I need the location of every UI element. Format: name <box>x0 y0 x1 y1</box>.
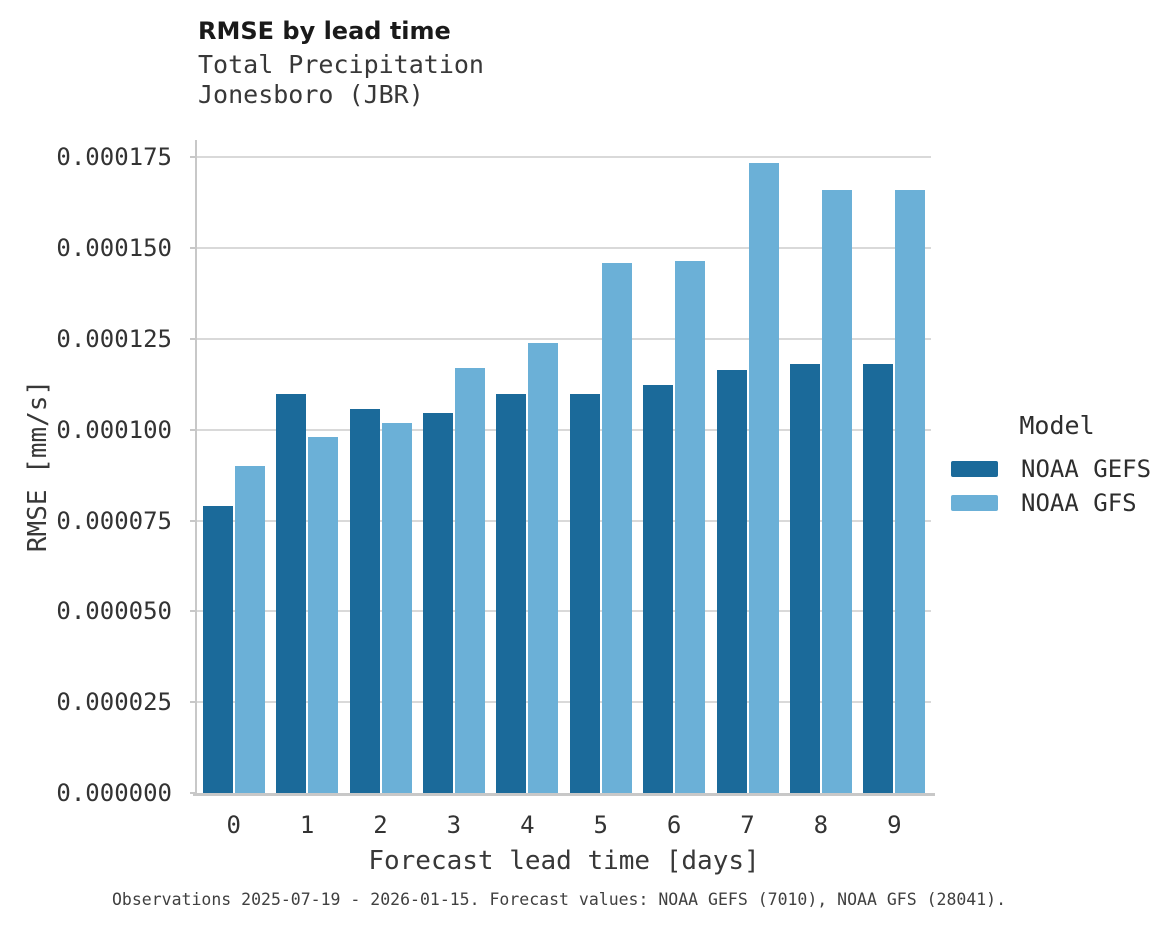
bar-noaa-gefs-lead-7 <box>716 370 747 793</box>
x-tick-label-4: 4 <box>520 811 535 839</box>
plot-area <box>197 140 931 793</box>
x-tick-label-9: 9 <box>887 811 902 839</box>
y-axis-spine <box>195 140 197 796</box>
x-tick-label-0: 0 <box>226 811 241 839</box>
legend-label: NOAA GEFS <box>1021 455 1152 483</box>
bar-noaa-gefs-lead-1 <box>276 394 307 793</box>
y-tick-label: 0.000125 <box>56 325 172 354</box>
chart-subtitle: Total Precipitation Jonesboro (JBR) <box>198 50 484 110</box>
gridline-y-0.000100 <box>197 428 931 431</box>
bar-noaa-gefs-lead-5 <box>569 394 600 793</box>
x-tick-label-6: 6 <box>666 811 682 839</box>
gridline-y-0.000175 <box>197 156 931 159</box>
legend-entry-noaa-gefs: NOAA GEFS <box>951 452 1163 486</box>
y-tick-mark <box>190 156 196 159</box>
y-tick-label: 0.000100 <box>56 415 172 444</box>
chart-title: RMSE by lead time <box>198 17 451 45</box>
bar-noaa-gfs-lead-5 <box>601 263 632 793</box>
y-tick-label: 0.000150 <box>56 234 172 263</box>
y-tick-label: 0.000025 <box>56 688 172 717</box>
bar-noaa-gfs-lead-7 <box>748 162 779 793</box>
legend: Model NOAA GEFS NOAA GFS <box>951 411 1163 520</box>
gridline-y-0.000150 <box>197 247 931 250</box>
legend-entries: NOAA GEFS NOAA GFS <box>951 452 1163 520</box>
subtitle-variable: Total Precipitation <box>198 50 484 79</box>
y-tick-label: 0.000175 <box>56 143 172 172</box>
bar-noaa-gefs-lead-6 <box>643 384 674 793</box>
bar-noaa-gfs-lead-1 <box>308 437 339 793</box>
bar-noaa-gfs-lead-4 <box>528 342 559 793</box>
bar-noaa-gefs-lead-9 <box>863 364 894 793</box>
bar-noaa-gfs-lead-9 <box>895 190 926 793</box>
x-tick-label-5: 5 <box>593 811 608 839</box>
x-tick-label-3: 3 <box>446 811 462 839</box>
y-tick-label: 0.000075 <box>56 506 172 535</box>
x-tick-label-7: 7 <box>740 811 755 839</box>
bar-noaa-gfs-lead-8 <box>821 190 852 793</box>
y-tick-mark <box>190 338 196 341</box>
bar-noaa-gefs-lead-3 <box>422 413 453 793</box>
y-tick-label: 0.000000 <box>56 779 172 807</box>
bar-noaa-gfs-lead-2 <box>381 422 412 793</box>
x-tick-label-2: 2 <box>373 811 388 839</box>
bar-noaa-gfs-lead-6 <box>675 261 706 793</box>
subtitle-location: Jonesboro (JBR) <box>198 80 424 109</box>
gridline-y-0.000125 <box>197 338 931 341</box>
legend-swatch <box>951 461 998 477</box>
bar-noaa-gefs-lead-2 <box>349 409 380 793</box>
x-tick-label-1: 1 <box>299 811 315 839</box>
x-axis-label: Forecast lead time [days] <box>368 846 760 876</box>
bar-noaa-gefs-lead-8 <box>789 364 820 793</box>
gridline-y-0.000075 <box>197 519 931 522</box>
footer-caption: Observations 2025-07-19 - 2026-01-15. Fo… <box>112 890 1007 909</box>
bar-noaa-gefs-lead-0 <box>202 506 233 793</box>
bar-noaa-gfs-lead-3 <box>454 367 485 793</box>
y-tick-mark <box>190 247 196 250</box>
bar-noaa-gfs-lead-0 <box>234 466 265 793</box>
legend-swatch <box>951 495 998 511</box>
legend-label: NOAA GFS <box>1021 489 1137 517</box>
y-tick-mark <box>190 610 196 613</box>
legend-title: Model <box>1019 411 1095 440</box>
y-tick-mark <box>190 701 196 704</box>
y-tick-mark <box>190 428 196 431</box>
x-axis-spine <box>193 793 935 796</box>
bar-noaa-gefs-lead-4 <box>496 394 527 793</box>
y-tick-label: 0.000050 <box>56 597 172 626</box>
gridline-y-0.000025 <box>197 701 931 704</box>
legend-entry-noaa-gfs: NOAA GFS <box>951 486 1163 520</box>
gridline-y-0.000050 <box>197 610 931 613</box>
y-tick-mark <box>190 792 196 794</box>
y-tick-mark <box>190 519 196 522</box>
x-tick-label-8: 8 <box>813 811 829 839</box>
